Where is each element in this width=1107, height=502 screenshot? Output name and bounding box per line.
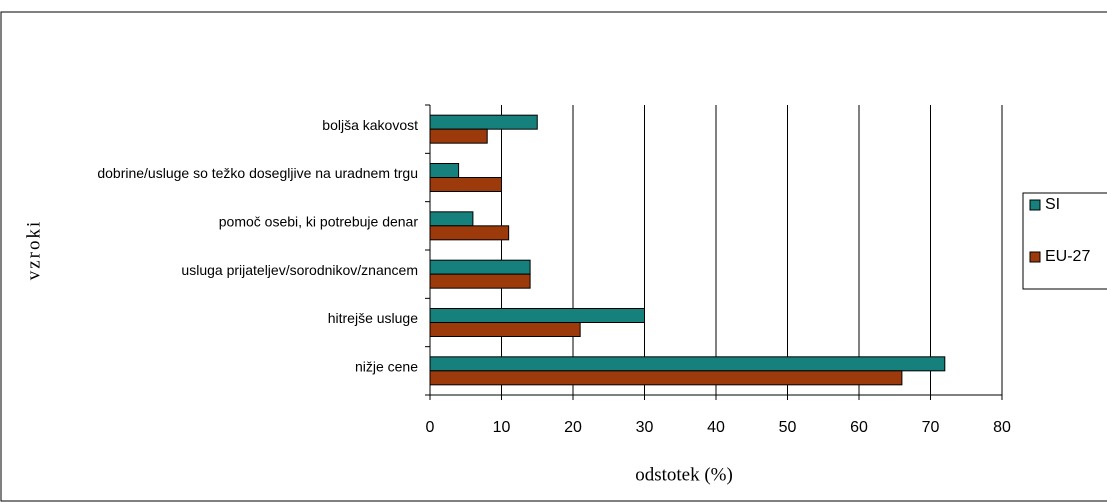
legend-swatch — [1029, 251, 1041, 263]
x-tick-label: 50 — [779, 419, 797, 436]
legend-swatch — [1029, 199, 1041, 211]
bar — [429, 322, 581, 337]
x-tick-label: 30 — [636, 419, 654, 436]
bar — [429, 128, 488, 144]
x-axis-title: odstotek (%) — [635, 464, 733, 485]
x-tick-label: 60 — [850, 419, 868, 436]
bar — [429, 273, 531, 289]
x-tick-label: 20 — [564, 419, 582, 436]
bar — [429, 356, 946, 372]
bar — [429, 163, 460, 178]
x-tick-label: 40 — [707, 419, 725, 436]
bar — [429, 177, 502, 192]
y-tick-label: boljša kakovost — [322, 117, 418, 133]
y-tick-label: hitrejše usluge — [328, 310, 418, 326]
bar — [429, 259, 531, 275]
x-tick-label: 70 — [922, 419, 940, 436]
y-tick-label: pomoč osebi, ki potrebuje denar — [219, 214, 419, 230]
y-tick-label: usluga prijateljev/sorodnikov/znancem — [181, 262, 418, 278]
bar — [429, 225, 510, 241]
x-tick-label: 10 — [493, 419, 511, 436]
bar — [429, 114, 538, 130]
legend-label: EU-27 — [1045, 248, 1090, 265]
bar — [429, 308, 645, 323]
frame — [0, 11, 1107, 502]
x-tick-label: 0 — [426, 419, 435, 436]
x-tick-label: 80 — [993, 419, 1011, 436]
bar — [429, 211, 474, 227]
bar — [429, 370, 903, 386]
y-axis-title: vzroki — [23, 220, 44, 281]
y-tick-label: dobrine/usluge so težko dosegljive na ur… — [97, 165, 418, 181]
legend-label: SI — [1045, 196, 1060, 213]
y-tick-label: nižje cene — [355, 359, 418, 375]
